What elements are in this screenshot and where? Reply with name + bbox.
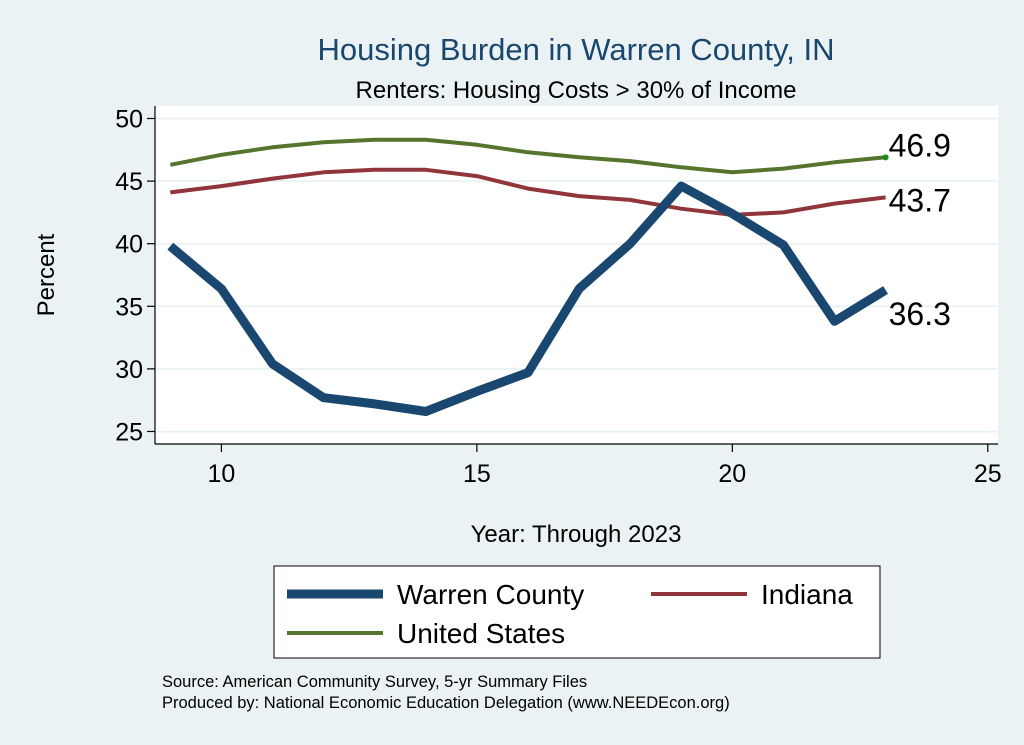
end-labels: 36.3 43.7 46.9 (882, 127, 951, 332)
y-tick-label: 25 (115, 418, 143, 446)
y-axis-label: Percent (33, 233, 60, 316)
series-lines (167, 137, 888, 416)
legend-label: United States (397, 618, 565, 649)
axes: 25 30 35 40 45 50 10 15 20 25 (115, 106, 1002, 488)
legend-label: Warren County (397, 579, 584, 610)
y-tick-label: 35 (115, 293, 143, 321)
series-line-indiana (170, 167, 886, 217)
plot-area (155, 106, 998, 444)
chart-subtitle: Renters: Housing Costs > 30% of Income (356, 77, 797, 104)
legend-label: Indiana (761, 579, 853, 610)
chart-title: Housing Burden in Warren County, IN (318, 32, 835, 67)
x-tick-label: 25 (974, 460, 1002, 488)
end-label: 43.7 (889, 182, 951, 218)
y-tick-label: 50 (115, 106, 143, 134)
series-line-united-states (169, 137, 886, 175)
grid-lines (155, 117, 998, 433)
y-tick-label: 30 (115, 356, 143, 384)
footer-produced: Produced by: National Economic Education… (162, 694, 730, 712)
footer-source: Source: American Community Survey, 5-yr … (162, 673, 587, 691)
x-axis-label: Year: Through 2023 (471, 521, 682, 548)
y-tick-label: 45 (115, 168, 143, 196)
y-tick-label: 40 (115, 231, 143, 259)
series-line-warren-county (167, 181, 888, 416)
x-tick-label: 10 (208, 460, 236, 488)
x-tick-label: 15 (463, 460, 491, 488)
end-label: 36.3 (889, 296, 951, 332)
series-end-marker (882, 154, 889, 161)
end-label: 46.9 (889, 127, 951, 163)
x-tick-label: 20 (718, 460, 746, 488)
legend: Warren County Indiana United States (287, 579, 853, 649)
legend-box (273, 565, 881, 659)
